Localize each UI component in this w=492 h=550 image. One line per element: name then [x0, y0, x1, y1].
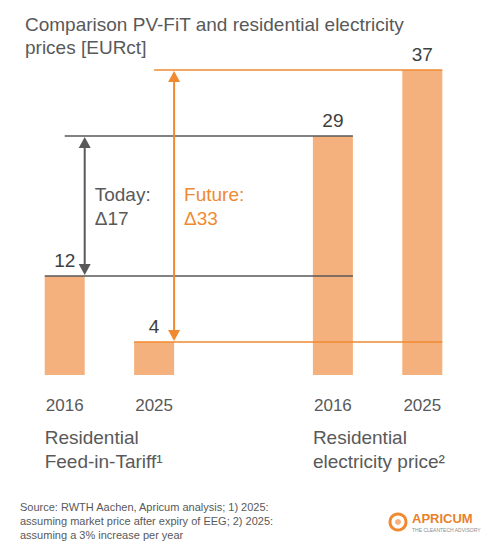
svg-text:Comparison PV-FiT and resident: Comparison PV-FiT and residential electr… — [25, 14, 404, 35]
svg-text:Feed-in-Tariff¹: Feed-in-Tariff¹ — [45, 451, 163, 472]
svg-text:29: 29 — [322, 110, 343, 131]
svg-text:2016: 2016 — [46, 396, 84, 415]
svg-text:Source: RWTH Aachen, Apricum a: Source: RWTH Aachen, Apricum analysis; 1… — [20, 501, 269, 513]
svg-text:electricity price²: electricity price² — [313, 451, 445, 472]
svg-text:Today:: Today: — [95, 184, 151, 205]
svg-text:2016: 2016 — [314, 396, 352, 415]
svg-text:assuming market price after ex: assuming market price after expiry of EE… — [20, 515, 273, 527]
svg-text:Δ17: Δ17 — [95, 208, 129, 229]
svg-text:THE CLEANTECH ADVISORY: THE CLEANTECH ADVISORY — [412, 527, 481, 533]
svg-text:37: 37 — [412, 44, 433, 65]
svg-text:2025: 2025 — [403, 396, 441, 415]
svg-text:Δ33: Δ33 — [184, 208, 218, 229]
svg-text:Residential: Residential — [313, 427, 407, 448]
svg-text:12: 12 — [54, 250, 75, 271]
svg-text:4: 4 — [149, 316, 160, 337]
svg-text:Residential: Residential — [45, 427, 139, 448]
svg-text:2025: 2025 — [135, 396, 173, 415]
svg-text:Future:: Future: — [184, 184, 244, 205]
svg-text:prices [EURct]: prices [EURct] — [25, 37, 146, 58]
svg-text:APRICUM: APRICUM — [412, 511, 473, 526]
svg-text:assuming a 3% increase per yea: assuming a 3% increase per year — [20, 529, 184, 541]
